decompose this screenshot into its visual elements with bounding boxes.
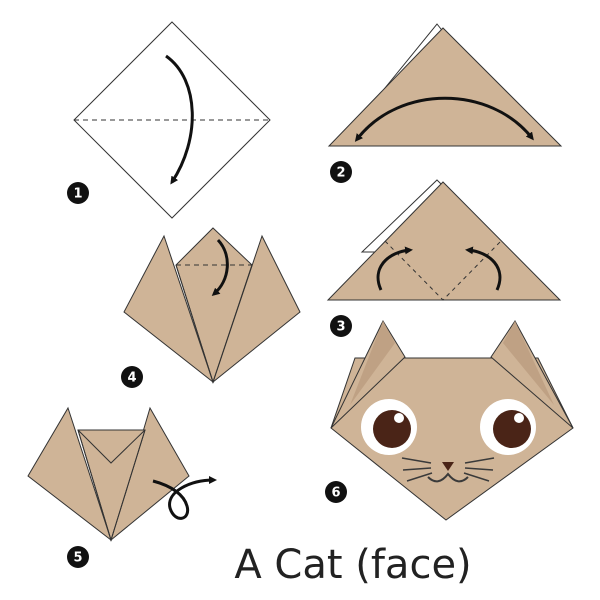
step-4-left-flap — [123, 234, 215, 384]
step-2: 2 — [327, 23, 563, 183]
step-3-right-arrow — [465, 246, 502, 291]
step-6-badge: 6 — [325, 481, 347, 503]
cat-right-ear-shade — [503, 321, 554, 405]
step-1-badge: 1 — [67, 182, 89, 204]
step-2-triangle — [327, 27, 563, 147]
step-5-crease-left — [77, 429, 112, 541]
step-4-fold-arrow — [211, 238, 229, 296]
cat-left-eye — [361, 399, 417, 455]
step-5-number: 5 — [73, 551, 82, 566]
step-3-left-arrow — [376, 246, 413, 291]
step-2-fold-arrow — [354, 96, 534, 142]
step-3-badge: 3 — [330, 315, 352, 337]
step-1-white-square — [73, 21, 271, 219]
step-4-crease-right — [212, 264, 253, 383]
step-5: 5 — [27, 406, 217, 568]
step-6: 6 — [325, 319, 574, 521]
cat-mouth — [427, 472, 469, 483]
step-1-fold-arrow — [165, 54, 194, 185]
step-5-turn-over-arrow — [152, 476, 217, 520]
step-5-badge: 5 — [67, 546, 89, 568]
step-4-number: 4 — [127, 371, 136, 386]
step-5-left-ear — [27, 406, 112, 542]
cat-right-eye — [480, 399, 536, 455]
step-1: 1 — [67, 21, 271, 219]
step-3: 3 — [326, 179, 562, 337]
cat-left-whiskers — [401, 457, 433, 482]
step-4-badge: 4 — [121, 366, 143, 388]
step-3-triangle — [326, 181, 562, 301]
step-3-number: 3 — [336, 320, 345, 335]
step-5-flap-edge — [77, 429, 146, 464]
step-4: 4 — [121, 227, 301, 388]
cat-right-whiskers — [463, 457, 495, 482]
step-6-number: 6 — [331, 486, 340, 501]
step-5-crease-right — [110, 429, 146, 541]
cat-left-ear-shade — [350, 321, 395, 405]
step-1-number: 1 — [73, 187, 82, 202]
step-4-crease-left — [175, 264, 214, 383]
step-3-fold-lines — [384, 240, 502, 301]
step-2-number: 2 — [336, 166, 345, 181]
diagram-title: A Cat (face) — [234, 542, 471, 588]
cat-nose — [442, 462, 454, 471]
step-2-badge: 2 — [330, 161, 352, 183]
